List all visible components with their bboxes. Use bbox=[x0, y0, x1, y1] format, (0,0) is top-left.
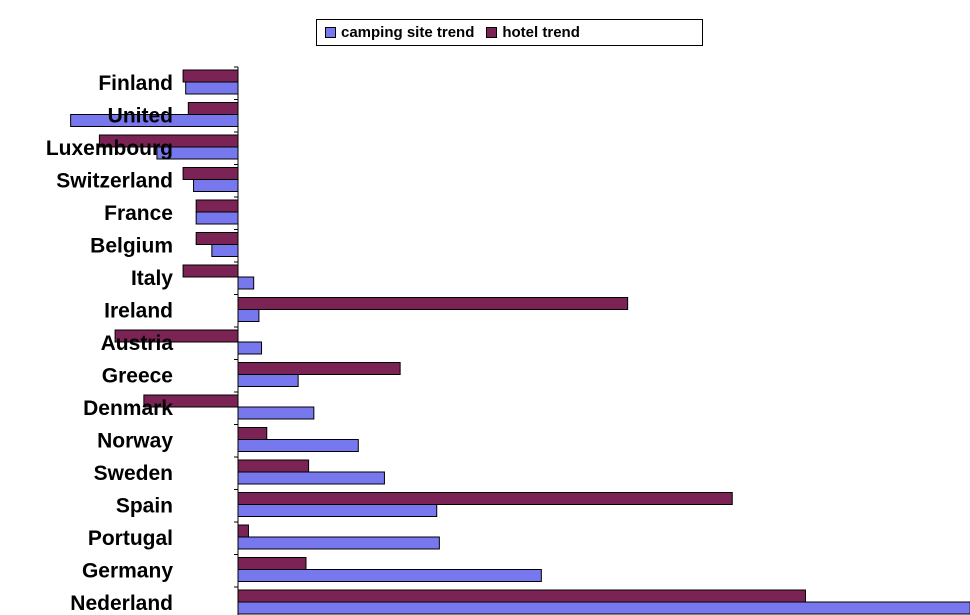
axis-ticks bbox=[234, 66, 238, 588]
bar-hotel-greece bbox=[237, 362, 401, 375]
bar-camping-switzerland bbox=[193, 179, 239, 192]
bar-hotel-nederland bbox=[237, 589, 806, 603]
bar-camping-belgium bbox=[211, 244, 239, 257]
category-label-nederland: Nederland bbox=[70, 592, 173, 615]
bar-hotel-switzerland bbox=[182, 167, 239, 180]
bar-hotel-sweden bbox=[237, 459, 310, 473]
category-label-united: United bbox=[108, 105, 173, 128]
category-label-portugal: Portugal bbox=[88, 527, 173, 550]
bar-camping-nederland bbox=[237, 601, 970, 615]
bar-hotel-spain bbox=[237, 492, 733, 505]
bar-hotel-united bbox=[187, 102, 239, 115]
category-label-germany: Germany bbox=[82, 560, 173, 583]
category-label-italy: Italy bbox=[131, 267, 173, 290]
legend-label-camping: camping site trend bbox=[341, 24, 475, 41]
category-label-switzerland: Switzerland bbox=[56, 170, 173, 193]
bar-camping-france bbox=[195, 211, 239, 225]
category-label-ireland: Ireland bbox=[104, 300, 173, 323]
bar-camping-austria bbox=[237, 341, 263, 355]
bar-camping-denmark bbox=[237, 406, 315, 420]
bar-camping-portugal bbox=[237, 536, 440, 550]
bar-camping-sweden bbox=[237, 471, 385, 485]
category-label-finland: Finland bbox=[98, 72, 173, 95]
bar-camping-italy bbox=[237, 276, 255, 290]
legend-swatch-camping bbox=[325, 27, 336, 38]
legend-item-camping: camping site trend bbox=[325, 24, 474, 41]
bar-hotel-portugal bbox=[237, 524, 249, 538]
category-label-belgium: Belgium bbox=[90, 235, 173, 258]
bar-hotel-germany bbox=[237, 557, 307, 570]
bar-camping-spain bbox=[237, 504, 438, 517]
bar-camping-norway bbox=[237, 439, 359, 452]
bar-hotel-norway bbox=[237, 427, 268, 440]
bar-camping-ireland bbox=[237, 309, 260, 322]
bar-camping-greece bbox=[237, 374, 299, 387]
legend-swatch-hotel bbox=[486, 27, 498, 38]
legend-label-hotel: hotel trend bbox=[502, 24, 580, 41]
bar-hotel-ireland bbox=[237, 297, 629, 310]
category-label-luxembourg: Luxembourg bbox=[46, 137, 173, 160]
category-label-norway: Norway bbox=[97, 430, 173, 453]
legend-item-hotel: hotel trend bbox=[486, 24, 580, 41]
bar-camping-finland bbox=[185, 81, 239, 95]
bar-camping-germany bbox=[237, 569, 542, 582]
category-label-denmark: Denmark bbox=[83, 397, 173, 420]
bar-hotel-belgium bbox=[195, 232, 239, 245]
legend: camping site trend hotel trend bbox=[316, 19, 703, 46]
category-label-austria: Austria bbox=[101, 332, 174, 355]
bars-layer bbox=[70, 69, 970, 615]
category-label-france: France bbox=[104, 202, 173, 225]
bar-hotel-france bbox=[195, 199, 239, 213]
category-label-spain: Spain bbox=[116, 495, 173, 518]
category-label-sweden: Sweden bbox=[94, 462, 173, 485]
category-labels: Finland United Luxembourg Switzerland France… bbox=[46, 72, 173, 615]
bar-hotel-finland bbox=[182, 69, 239, 83]
bar-hotel-italy bbox=[182, 264, 239, 278]
category-label-greece: Greece bbox=[102, 365, 173, 388]
